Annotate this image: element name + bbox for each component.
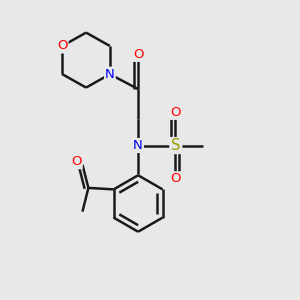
Text: O: O: [57, 40, 68, 52]
Text: N: N: [105, 68, 115, 81]
Text: O: O: [71, 155, 82, 168]
Text: O: O: [170, 172, 181, 185]
Text: N: N: [133, 139, 143, 152]
Text: O: O: [170, 106, 181, 119]
Text: O: O: [133, 48, 143, 61]
Text: S: S: [171, 138, 180, 153]
